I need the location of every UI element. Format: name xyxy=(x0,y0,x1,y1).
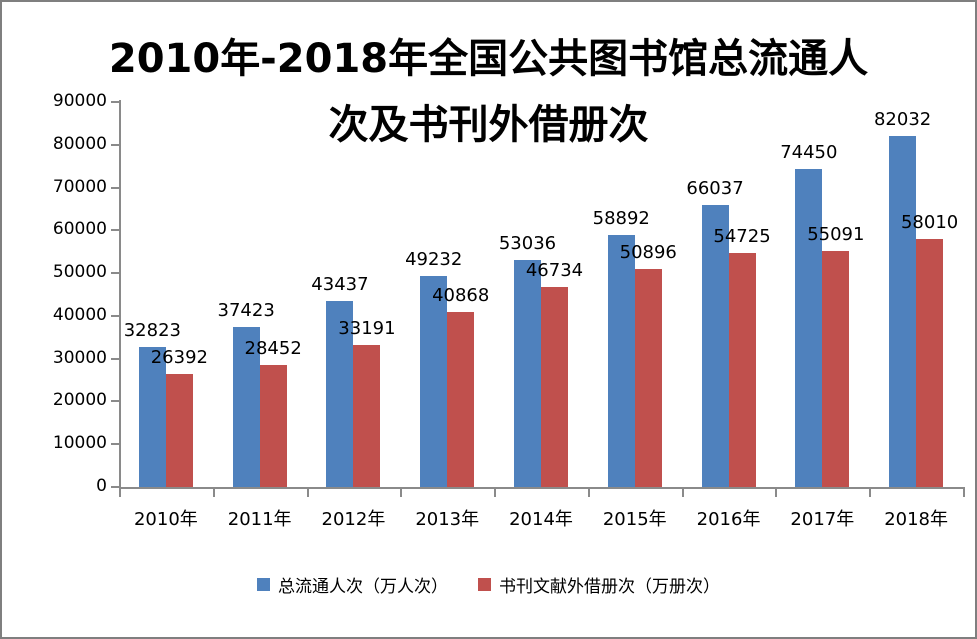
y-axis-label: 80000 xyxy=(52,133,107,154)
bar-series1 xyxy=(701,204,729,487)
bar-series2 xyxy=(165,374,193,487)
bar-series1 xyxy=(420,276,448,487)
x-axis-label: 2011年 xyxy=(227,509,292,530)
legend-item-series1: 总流通人次（万人次） xyxy=(257,572,448,597)
bar-series1 xyxy=(889,136,917,487)
bar-series2 xyxy=(259,365,287,487)
bar-series2 xyxy=(447,312,475,487)
y-axis-tick xyxy=(111,272,119,275)
bar-series1 xyxy=(514,260,541,487)
bar-value-label: 53036 xyxy=(498,233,557,255)
x-axis-tick xyxy=(400,487,403,497)
x-axis-label: 2015年 xyxy=(602,509,667,530)
legend-item-series2: 书刊文献外借册次（万册次） xyxy=(478,572,720,597)
x-axis-label: 2016年 xyxy=(696,509,761,530)
y-axis-label: 30000 xyxy=(52,347,107,368)
x-axis-label: 2014年 xyxy=(509,509,573,530)
bar-value-label: 33191 xyxy=(338,318,396,340)
bar-series1 xyxy=(232,326,260,487)
bar-series2 xyxy=(541,287,568,487)
bar-series2 xyxy=(353,345,381,487)
y-axis-tick xyxy=(111,101,119,103)
bar-series1 xyxy=(326,301,354,487)
x-axis-label: 2017年 xyxy=(790,509,855,530)
bar-value-label: 26392 xyxy=(150,347,208,369)
y-axis-tick xyxy=(111,314,119,317)
y-axis-label: 90000 xyxy=(52,91,107,111)
y-axis-tick xyxy=(111,443,119,446)
bar-value-label: 46734 xyxy=(525,260,584,282)
bar-value-label: 32823 xyxy=(123,319,181,341)
bar-series2 xyxy=(822,251,850,487)
legend-label-series1: 总流通人次（万人次） xyxy=(278,577,448,597)
x-axis-label: 2010年 xyxy=(133,509,198,530)
y-axis-label: 20000 xyxy=(52,390,107,411)
x-axis-tick xyxy=(869,487,872,497)
y-axis-label: 70000 xyxy=(52,176,107,197)
y-axis-tick xyxy=(111,400,119,403)
y-axis-label: 40000 xyxy=(52,304,107,325)
legend-label-series2: 书刊文献外借册次（万册次） xyxy=(499,577,720,597)
y-axis-tick xyxy=(111,229,119,232)
y-axis-label: 50000 xyxy=(52,262,107,283)
bar-series2 xyxy=(916,238,944,487)
bar-value-label: 40868 xyxy=(432,285,490,307)
chart-title-line1: 2010年-2018年全国公共图书馆总流通人 xyxy=(108,36,869,82)
y-axis-label: 60000 xyxy=(52,219,107,240)
chart-title: 2010年-2018年全国公共图书馆总流通人 次及书刊外借册次 xyxy=(2,26,975,158)
bar-series1 xyxy=(795,168,823,487)
x-axis-tick xyxy=(681,487,684,497)
x-axis-tick xyxy=(306,487,309,497)
y-axis-label: 0 xyxy=(96,476,107,496)
y-axis-tick xyxy=(111,143,119,146)
legend-swatch-blue xyxy=(257,578,270,591)
bar-value-label: 37423 xyxy=(217,299,275,321)
bar-value-label: 82032 xyxy=(873,109,932,131)
y-axis-line xyxy=(119,100,121,495)
y-axis-tick xyxy=(111,486,119,488)
bar-series1 xyxy=(138,346,166,487)
x-axis-tick xyxy=(212,487,215,497)
y-axis-tick xyxy=(111,186,119,189)
y-axis-tick xyxy=(111,357,119,360)
x-axis-tick xyxy=(587,487,590,497)
x-axis-line xyxy=(119,487,963,489)
legend-swatch-red xyxy=(478,578,491,591)
legend: 总流通人次（万人次） 书刊文献外借册次（万册次） xyxy=(2,572,975,597)
bar-value-label: 28452 xyxy=(244,338,302,360)
x-axis-tick xyxy=(775,487,778,497)
chart-title-line2: 次及书刊外借册次 xyxy=(328,102,649,148)
bar-value-label: 54725 xyxy=(713,225,771,247)
bar-value-label: 49232 xyxy=(405,249,463,271)
bar-series2 xyxy=(728,252,756,487)
bar-value-label: 55091 xyxy=(807,224,865,246)
bar-value-label: 74450 xyxy=(780,141,838,163)
x-axis-tick xyxy=(494,487,497,497)
x-axis-tick xyxy=(119,487,121,497)
bar-series1 xyxy=(607,235,635,487)
x-axis-label: 2012年 xyxy=(321,509,386,530)
bar-value-label: 58892 xyxy=(592,208,650,230)
bar-value-label: 58010 xyxy=(900,211,959,233)
bar-value-label: 43437 xyxy=(311,274,369,296)
y-axis-label: 10000 xyxy=(52,433,107,454)
bar-series2 xyxy=(634,269,662,487)
bar-value-label: 50896 xyxy=(619,242,677,264)
bar-value-label: 66037 xyxy=(686,177,744,199)
x-axis-tick xyxy=(963,487,965,497)
x-axis-label: 2013年 xyxy=(415,509,480,530)
x-axis-label: 2018年 xyxy=(884,509,949,530)
